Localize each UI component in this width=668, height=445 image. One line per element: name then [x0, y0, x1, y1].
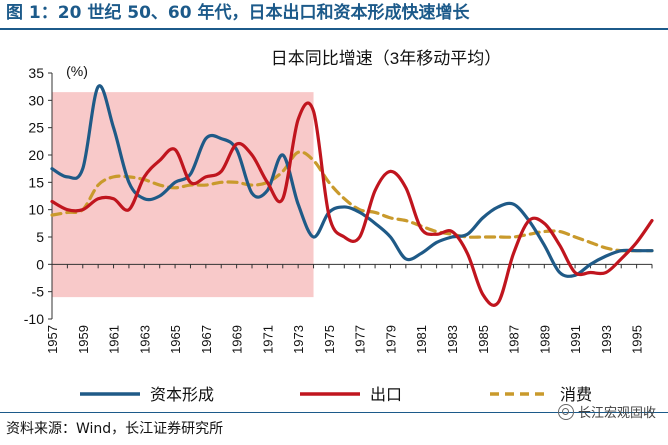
x-tick-label: 1991 [568, 325, 583, 354]
x-tick-label: 1961 [107, 325, 122, 354]
x-tick-label: 1973 [291, 325, 306, 354]
y-tick-label: 15 [28, 174, 44, 190]
x-tick-label: 1987 [507, 325, 522, 354]
y-tick-label: 5 [36, 229, 44, 245]
x-tick-label: 1969 [230, 325, 245, 354]
legend-label-0: 资本形成 [150, 386, 214, 404]
watermark-text: 长江宏观固收 [577, 406, 656, 421]
x-tick-label: 1971 [260, 325, 275, 354]
chart-title: 日本同比增速（3年移动平均） [271, 49, 501, 68]
x-tick-label: 1959 [76, 325, 91, 354]
x-tick-label: 1977 [353, 325, 368, 354]
series-line-0 [50, 84, 654, 278]
x-tick-label: 1967 [199, 325, 214, 354]
figure-title: 图 1：20 世纪 50、60 年代，日本出口和资本形成快速增长 [6, 3, 470, 23]
y-tick-label: 35 [28, 65, 44, 81]
x-tick-label: 1957 [45, 325, 60, 354]
series-line-1 [50, 101, 654, 307]
y-axis-unit-label: (%) [66, 63, 88, 79]
x-tick-label: 1965 [168, 325, 183, 354]
legend-label-1: 出口 [370, 386, 402, 404]
y-tick-label: 30 [28, 92, 44, 108]
legend-label-2: 消费 [560, 386, 592, 404]
x-tick-label: 1995 [630, 325, 645, 354]
wechat-icon [557, 403, 574, 420]
x-tick-label: 1963 [137, 325, 152, 354]
y-tick-label: 25 [28, 120, 44, 136]
x-tick-label: 1989 [537, 325, 552, 354]
y-tick-label: -10 [24, 311, 44, 327]
source-note: 资料来源：Wind，长江证券研究所 [6, 421, 224, 437]
x-tick-label: 1985 [476, 325, 491, 354]
y-tick-label: -5 [32, 284, 45, 300]
x-tick-label: 1979 [383, 325, 398, 354]
y-tick-label: 20 [28, 147, 44, 163]
source-divider [0, 412, 668, 413]
x-tick-label: 1981 [414, 325, 429, 354]
watermark: 长江宏观固收 [557, 402, 656, 421]
x-tick-label: 1993 [599, 325, 614, 354]
title-divider [0, 28, 668, 30]
y-tick-label: 10 [28, 202, 44, 218]
y-tick-label: 0 [36, 256, 44, 272]
highlight-region [52, 92, 314, 298]
x-tick-label: 1975 [322, 325, 337, 354]
x-tick-label: 1983 [445, 325, 460, 354]
